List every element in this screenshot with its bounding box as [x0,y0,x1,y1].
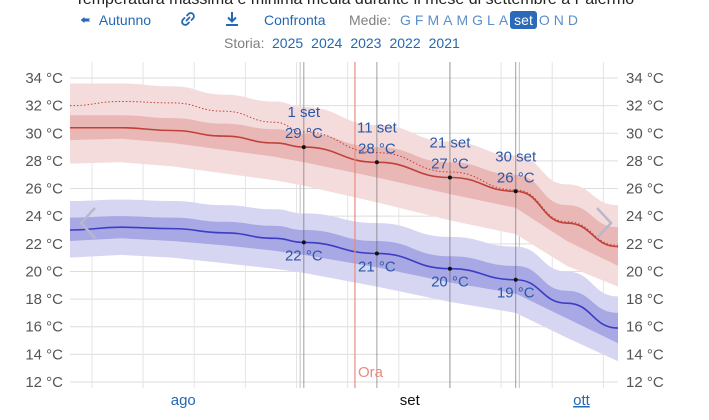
min-point-value-label: 19 °C [497,285,535,302]
month-1[interactable]: F [414,12,424,28]
chevron-right-icon[interactable] [596,207,613,239]
x-month-label-ott[interactable]: ott [573,392,591,409]
y-tick-right: 34 °C [626,70,664,87]
y-tick-left: 16 °C [25,319,63,336]
y-tick-right: 32 °C [626,98,664,115]
min-point-value-label: 20 °C [431,274,469,291]
month-8[interactable]: set [510,11,537,29]
y-tick-left: 28 °C [25,153,63,170]
season-label: Autunno [98,12,152,28]
y-tick-right: 22 °C [626,236,664,253]
min-series-line [69,226,619,329]
max-point-value-label: 27 °C [431,155,469,172]
y-tick-left: 32 °C [25,98,63,115]
y-tick-right: 24 °C [626,208,664,225]
link-icon[interactable] [180,10,196,30]
y-tick-right: 12 °C [626,374,664,391]
month-7[interactable]: A [498,12,509,28]
y-tick-left: 18 °C [25,291,63,308]
year-2021[interactable]: 2021 [428,35,460,51]
y-tick-left: 30 °C [25,125,63,142]
chevron-left-icon[interactable] [79,207,96,239]
min-point [513,277,518,282]
y-tick-right: 30 °C [626,125,664,142]
y-tick-left: 22 °C [25,236,63,253]
month-6[interactable]: L [487,12,495,28]
chart-title: Temperatura massima e minima media duran… [0,0,709,9]
month-3[interactable]: A [443,12,453,28]
min-point [374,251,379,256]
month-11[interactable]: D [567,12,578,28]
max-point-date-label: 21 set [430,134,472,151]
max-point-value-label: 26 °C [497,169,535,186]
min-point [301,240,306,245]
y-tick-left: 12 °C [25,374,63,391]
year-2025[interactable]: 2025 [272,35,304,51]
max-point [447,175,452,180]
y-tick-right: 20 °C [626,263,664,280]
max-series-line [70,126,619,248]
x-month-label-ago[interactable]: ago [171,392,196,409]
compare-link[interactable]: Confronta [264,12,326,28]
month-10[interactable]: N [553,12,564,28]
now-label: Ora [358,364,384,381]
max-point [513,189,518,194]
max-point-date-label: 11 set [357,119,398,136]
month-2[interactable]: M [427,12,440,28]
max-point-date-label: 1 set [288,104,321,121]
y-tick-left: 24 °C [25,208,63,225]
averages-label: Medie: [349,12,392,28]
year-2022[interactable]: 2022 [389,35,421,51]
month-9[interactable]: O [538,12,550,28]
year-2023[interactable]: 2023 [350,35,382,51]
y-tick-right: 18 °C [626,291,664,308]
min-point-value-label: 22 °C [285,247,323,264]
download-icon[interactable] [224,10,240,30]
year-2024[interactable]: 2024 [311,35,343,51]
max-point-value-label: 28 °C [358,140,396,157]
y-tick-left: 14 °C [25,346,63,363]
season-link[interactable]: 🢘 Autunno [80,10,151,30]
history-label: Storia: [224,35,265,51]
month-0[interactable]: G [400,12,411,28]
history-row: Storia: 2025 2024 2023 2022 2021 [0,33,709,53]
month-4[interactable]: M [456,12,469,28]
y-tick-left: 26 °C [25,181,63,198]
y-tick-right: 14 °C [626,346,664,363]
year-selector: 2025 2024 2023 2022 2021 [272,33,468,53]
min-point-value-label: 21 °C [358,258,396,275]
y-tick-left: 20 °C [25,263,63,280]
y-tick-right: 28 °C [626,153,664,170]
arrow-left-icon: 🢘 [80,12,92,28]
max-point [374,160,379,165]
y-tick-left: 34 °C [25,70,63,87]
y-tick-right: 16 °C [626,319,664,336]
x-month-label-set: set [400,392,421,409]
max-recent-dotted-line [69,100,619,246]
max-point [301,145,306,150]
min-point [447,266,452,271]
month-5[interactable]: G [472,12,484,28]
y-tick-right: 26 °C [626,181,664,198]
max-point-value-label: 29 °C [285,125,323,142]
max-point-date-label: 30 set [495,148,537,165]
